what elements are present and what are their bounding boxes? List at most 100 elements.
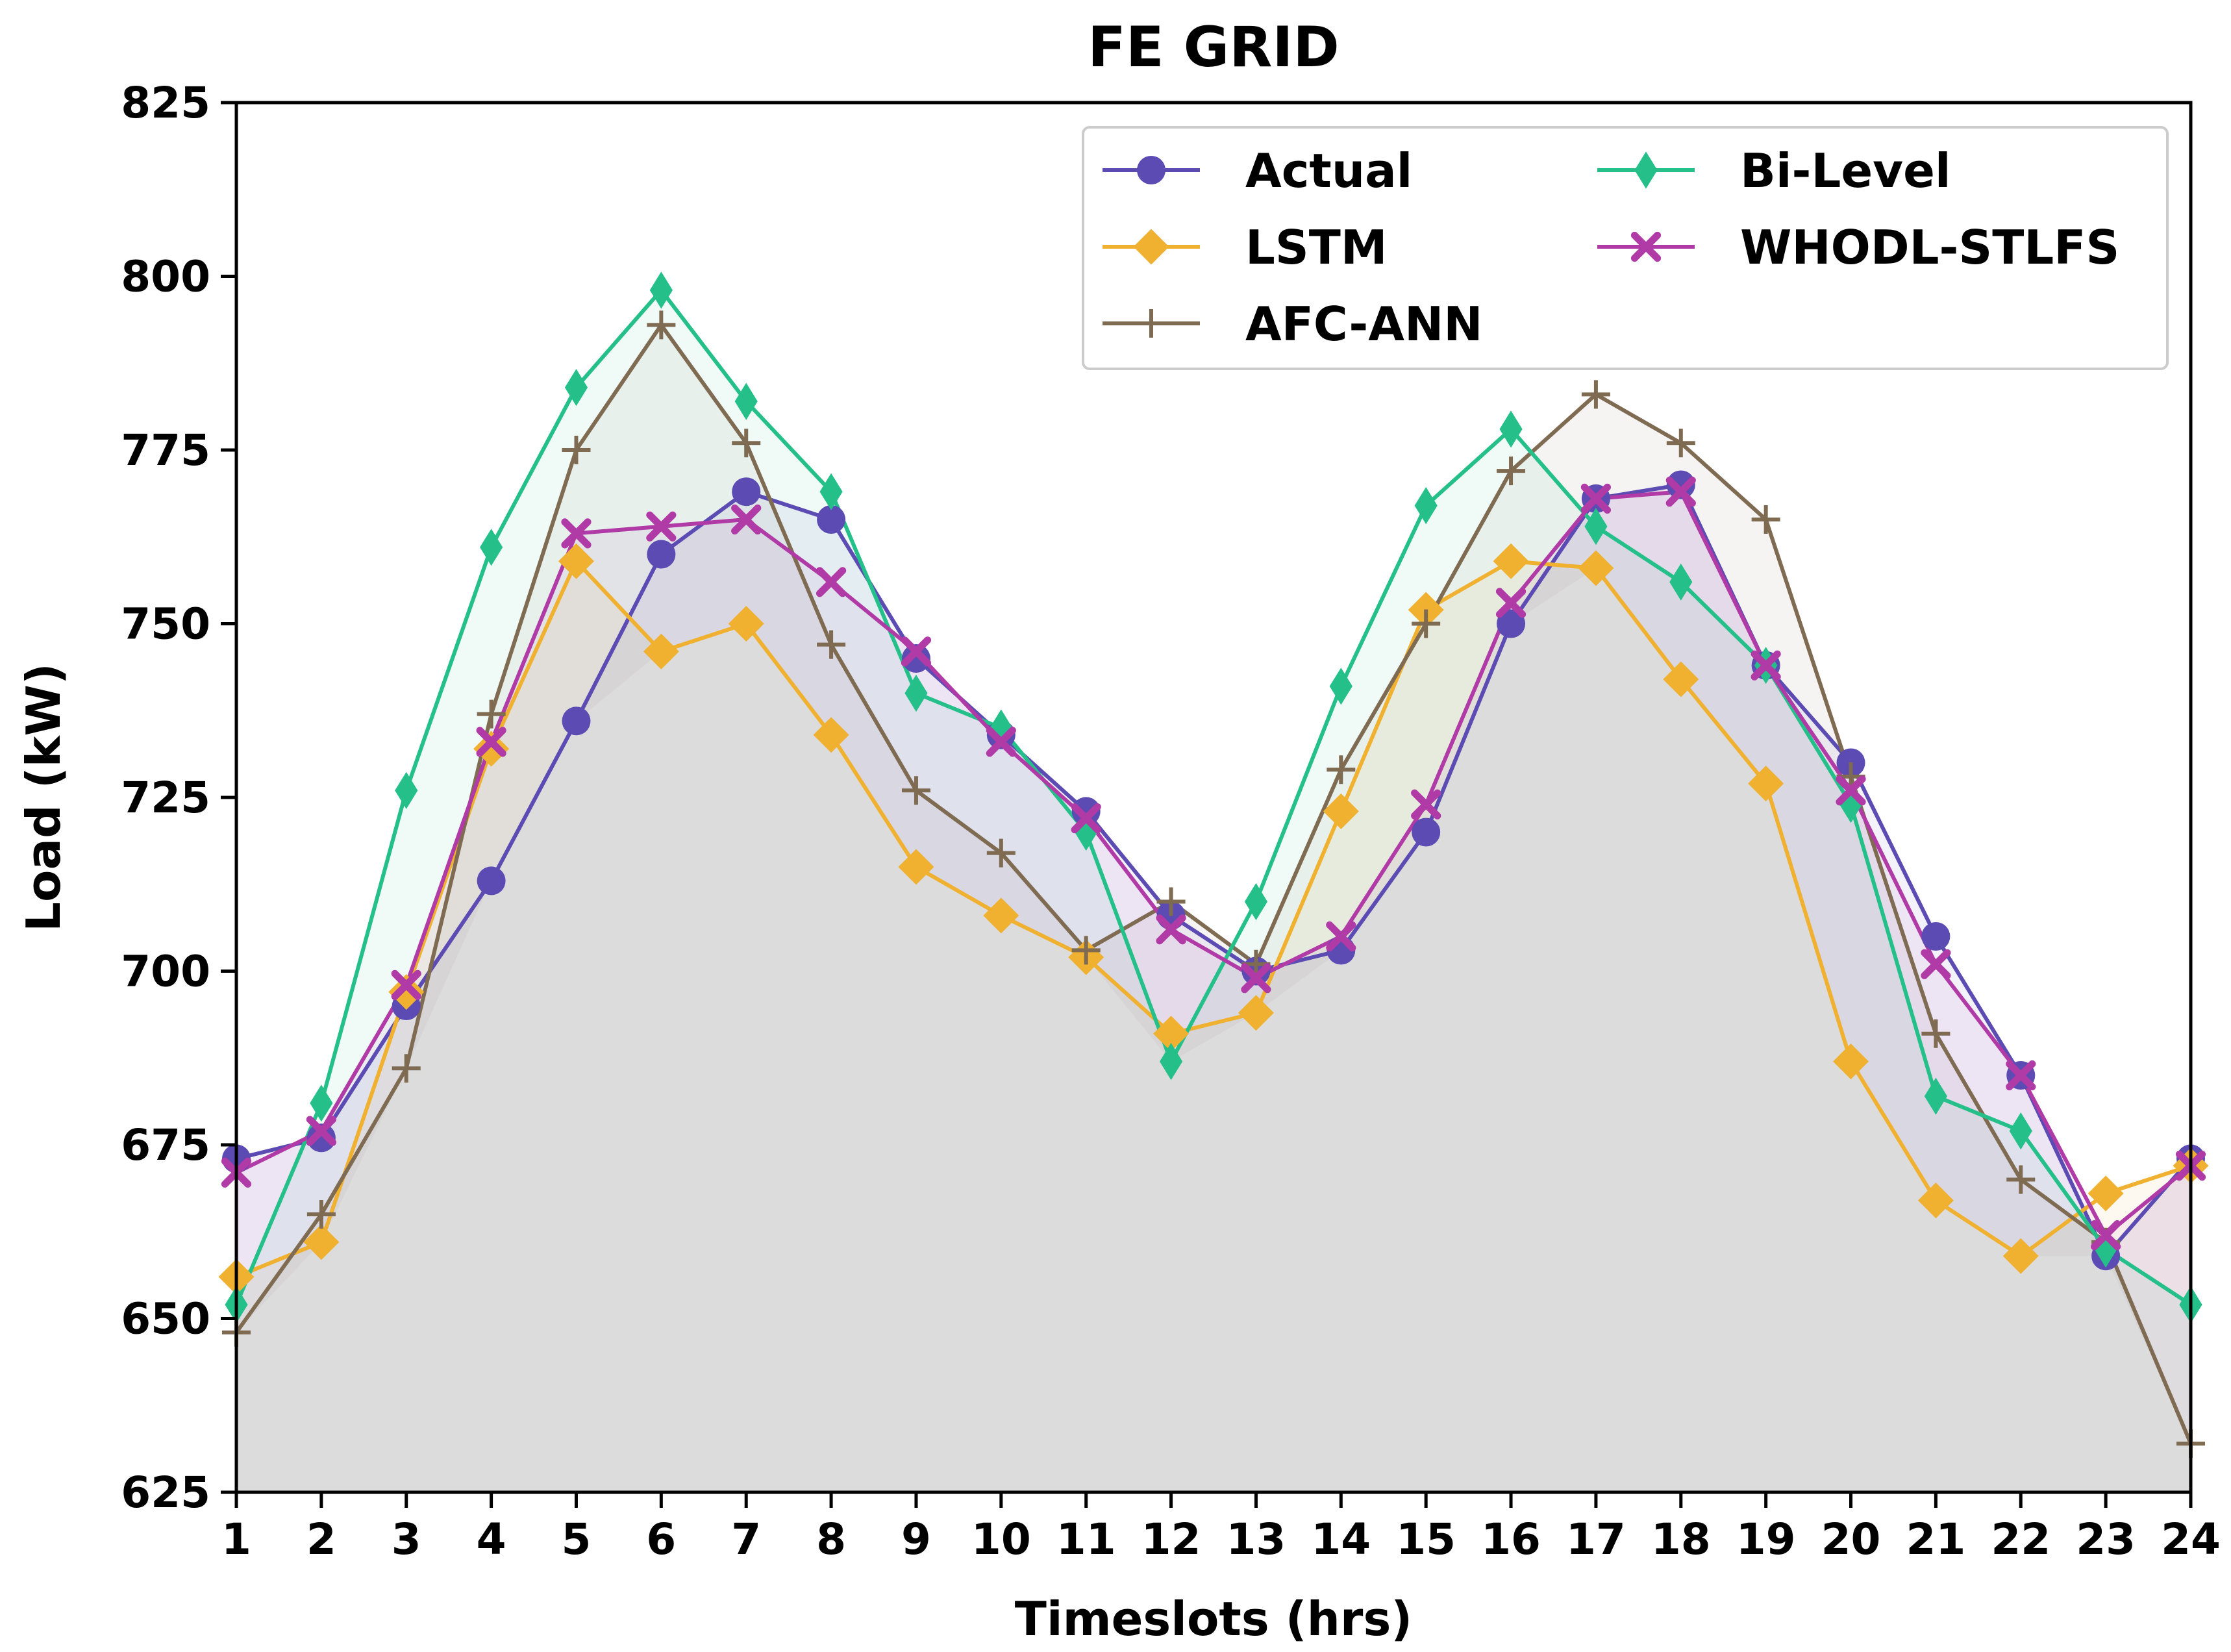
series-line-0 (236, 482, 2193, 1258)
data-point-4-7 (816, 567, 847, 597)
data-point-4-1 (306, 1116, 336, 1146)
data-point-3-3 (480, 529, 503, 566)
data-point-1-13 (1323, 793, 1359, 829)
area-fill-base (236, 568, 2191, 1492)
x-tick-label: 19 (1736, 1514, 1796, 1564)
x-tick-label: 18 (1651, 1514, 1711, 1564)
area-fills (236, 290, 2191, 1493)
series-line-1 (235, 559, 2191, 1279)
data-point-4-10 (1071, 803, 1101, 834)
y-tick-label: 800 (121, 252, 210, 302)
data-point-3-15 (1499, 410, 1523, 448)
legend-label-4: WHODL-STLFS (1740, 220, 2119, 275)
legend: Actual LSTM AFC-ANN Bi-Level WHODL-STLFS (1082, 126, 2169, 370)
data-point-1-2 (388, 974, 425, 1010)
data-point-1-18 (1748, 766, 1784, 802)
data-point-0-10 (1071, 797, 1101, 826)
data-point-0-15 (1497, 609, 1526, 638)
series-line-3 (234, 288, 2192, 1307)
data-point-3-6 (734, 382, 758, 420)
data-point-3-20 (1924, 1077, 1947, 1115)
data-point-2-13 (1327, 755, 1356, 784)
x-tick-label: 2 (306, 1514, 336, 1564)
x-tick-label: 20 (1821, 1514, 1881, 1564)
data-point-2-20 (1921, 1019, 1951, 1048)
data-point-0-6 (732, 477, 761, 507)
data-point-3-5 (649, 271, 673, 309)
data-point-4-4 (561, 518, 592, 549)
data-point-1-11 (1153, 1016, 1190, 1052)
data-point-2-21 (2006, 1165, 2036, 1194)
data-point-2-11 (1156, 887, 1186, 916)
data-point-3-12 (1244, 882, 1268, 921)
data-point-1-8 (898, 849, 934, 885)
series-lines (234, 288, 2193, 1445)
x-tick-label: 10 (971, 1514, 1031, 1564)
data-point-0-3 (477, 866, 506, 895)
y-axis-label: Load (kW) (16, 663, 71, 932)
data-point-3-21 (2009, 1112, 2032, 1150)
data-point-2-18 (1751, 505, 1780, 534)
data-point-4-20 (1921, 949, 1951, 979)
y-tick-label: 825 (121, 78, 210, 128)
data-point-4-17 (1665, 477, 1696, 507)
x-tick-label: 16 (1481, 1514, 1541, 1564)
data-point-4-6 (731, 504, 762, 535)
x-tick-label: 22 (1991, 1514, 2050, 1564)
data-point-4-19 (1836, 775, 1866, 806)
data-point-3-13 (1329, 668, 1352, 705)
data-point-4-15 (1495, 588, 1527, 618)
legend-marker-3 (1634, 151, 1658, 189)
data-point-0-8 (901, 644, 930, 673)
y-tick-label: 700 (121, 947, 210, 997)
data-point-3-7 (819, 473, 843, 510)
data-point-1-5 (643, 633, 679, 670)
data-point-4-5 (646, 511, 677, 542)
data-point-3-14 (1414, 487, 1438, 525)
data-point-2-1 (306, 1200, 336, 1229)
x-tick-label: 13 (1227, 1514, 1286, 1564)
y-tick-label: 725 (121, 773, 210, 823)
data-point-2-9 (986, 838, 1016, 868)
legend-marker-1 (1133, 229, 1169, 265)
legend-marker-4 (1630, 231, 1662, 262)
chart-title: FE GRID (1088, 15, 1340, 80)
x-tick-label: 24 (2161, 1514, 2221, 1564)
data-point-4-13 (1326, 921, 1356, 952)
data-point-0-7 (817, 505, 846, 534)
data-point-0-14 (1412, 818, 1441, 847)
series-line-4 (235, 490, 2192, 1238)
data-point-1-21 (2002, 1238, 2039, 1274)
x-tick-label: 5 (562, 1514, 592, 1564)
y-tick-label: 675 (121, 1120, 210, 1170)
legend-label-2: AFC-ANN (1245, 297, 1483, 351)
data-point-4-12 (1241, 963, 1271, 994)
y-tick-label: 775 (121, 425, 210, 475)
x-tick-label: 23 (2076, 1514, 2136, 1564)
x-tick-label: 3 (392, 1514, 421, 1564)
data-point-2-2 (392, 1054, 421, 1083)
x-tick-label: 11 (1056, 1514, 1116, 1564)
data-point-3-4 (564, 369, 588, 407)
data-point-2-10 (1071, 936, 1101, 965)
legend-label-3: Bi-Level (1740, 144, 1951, 198)
data-point-4-21 (2006, 1060, 2036, 1091)
data-point-4-3 (476, 727, 506, 757)
data-point-1-4 (558, 543, 594, 579)
data-point-1-22 (2088, 1175, 2124, 1212)
x-tick-label: 1 (221, 1514, 251, 1564)
data-point-1-15 (1493, 543, 1529, 579)
data-point-1-12 (1238, 995, 1274, 1031)
data-point-1-9 (983, 897, 1019, 934)
data-point-1-20 (1917, 1183, 1954, 1219)
data-point-3-11 (1159, 1043, 1183, 1081)
data-point-1-19 (1833, 1044, 1869, 1080)
data-point-2-16 (1581, 380, 1610, 409)
data-point-2-5 (647, 310, 676, 340)
data-point-1-16 (1578, 550, 1614, 586)
data-point-1-3 (473, 731, 510, 767)
data-point-2-4 (562, 436, 591, 464)
data-point-0-5 (647, 540, 676, 569)
legend-label-1: LSTM (1245, 220, 1388, 275)
